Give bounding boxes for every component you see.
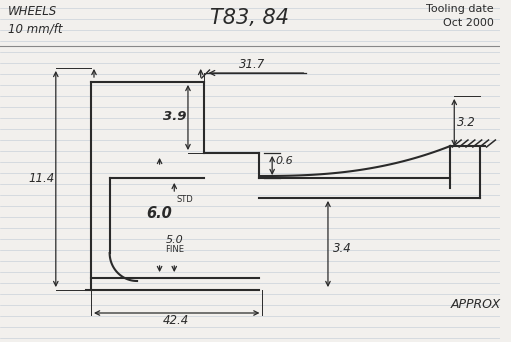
Text: 31.7: 31.7 xyxy=(240,58,266,71)
Text: STD: STD xyxy=(176,196,193,205)
Text: 3.4: 3.4 xyxy=(333,242,352,255)
Text: Tooling date
Oct 2000: Tooling date Oct 2000 xyxy=(426,4,494,28)
Text: FINE: FINE xyxy=(165,246,184,254)
Text: 6.0: 6.0 xyxy=(147,206,172,221)
Text: 0.6: 0.6 xyxy=(275,156,293,166)
Text: 5.0: 5.0 xyxy=(166,235,183,245)
Text: 11.4: 11.4 xyxy=(28,172,54,185)
Text: APPROX: APPROX xyxy=(450,299,501,312)
Text: 3.9: 3.9 xyxy=(162,110,186,123)
Text: WHEELS
10 mm/ft: WHEELS 10 mm/ft xyxy=(8,5,62,35)
Text: 42.4: 42.4 xyxy=(163,315,190,328)
Text: T83, 84: T83, 84 xyxy=(210,8,289,28)
Text: 3.2: 3.2 xyxy=(457,116,475,129)
